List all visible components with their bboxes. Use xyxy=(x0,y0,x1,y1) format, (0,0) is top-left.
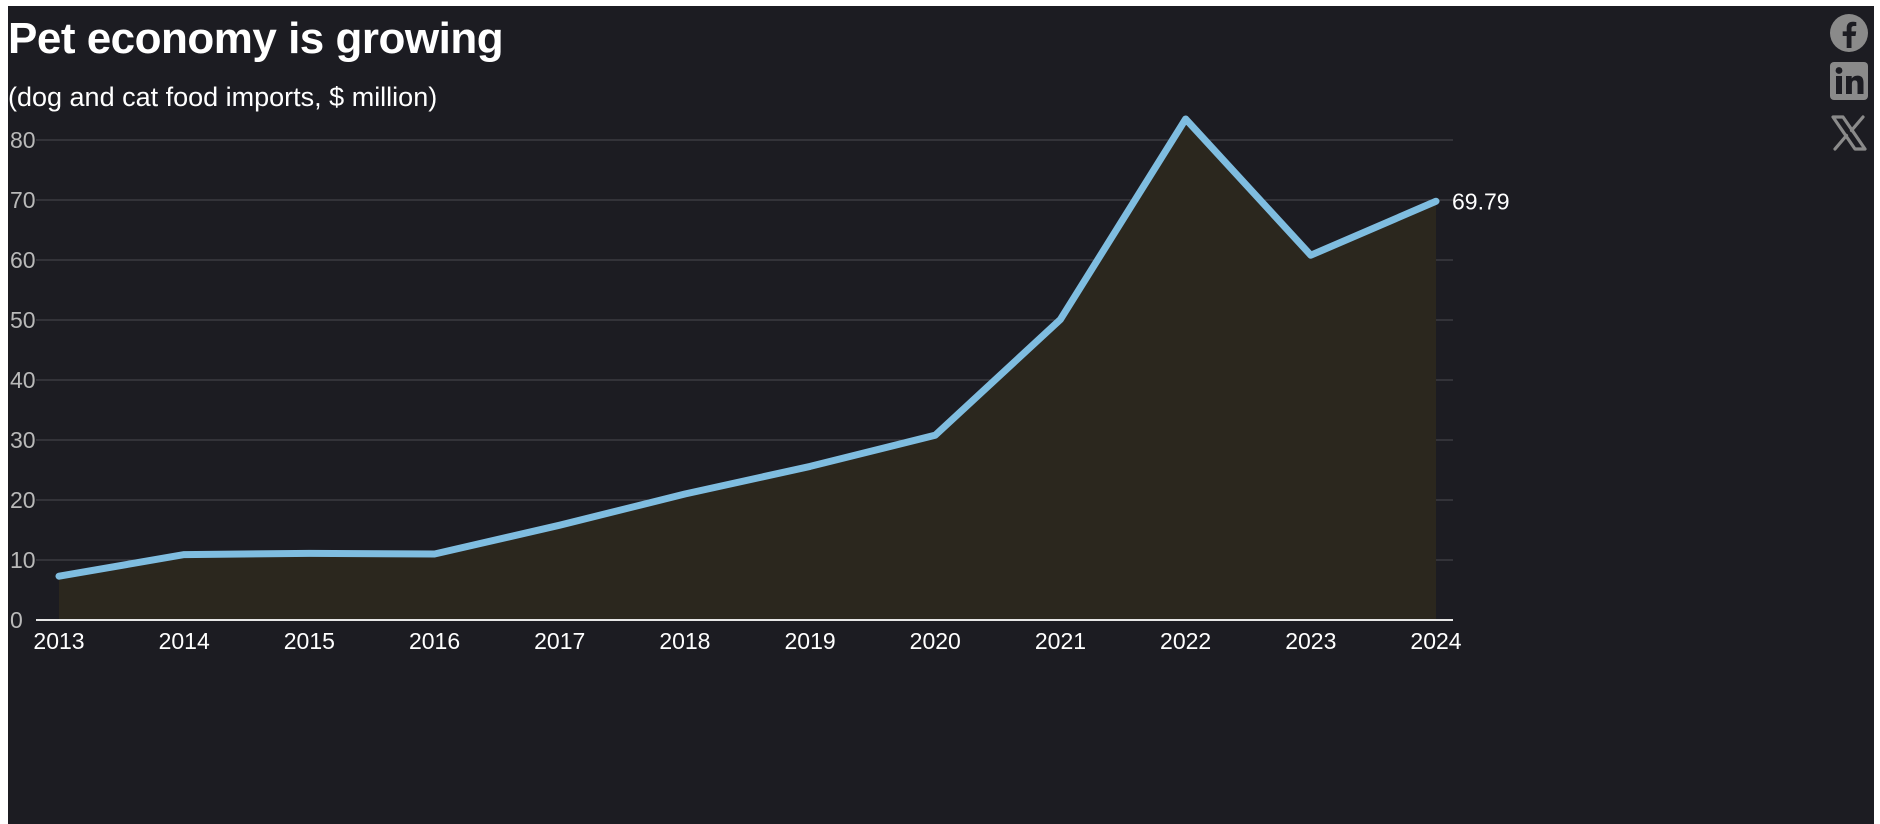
data-labels: 69.79 xyxy=(1452,188,1510,214)
y-tick-label: 40 xyxy=(10,367,36,393)
y-tick-label: 30 xyxy=(10,427,36,453)
linkedin-icon[interactable] xyxy=(1828,60,1870,102)
chart-container: Pet economy is growing (dog and cat food… xyxy=(8,6,1874,824)
y-tick-label: 20 xyxy=(10,487,36,513)
x-tick-label: 2021 xyxy=(1035,628,1086,654)
x-tick-label: 2023 xyxy=(1285,628,1336,654)
facebook-icon[interactable] xyxy=(1828,12,1870,54)
x-tick-label: 2016 xyxy=(409,628,460,654)
x-icon[interactable] xyxy=(1828,112,1870,154)
x-tick-label: 2022 xyxy=(1160,628,1211,654)
chart-title: Pet economy is growing xyxy=(8,14,504,63)
data-label: 69.79 xyxy=(1452,188,1510,214)
y-tick-label: 70 xyxy=(10,187,36,213)
x-tick-label: 2024 xyxy=(1410,628,1461,654)
x-tick-label: 2017 xyxy=(534,628,585,654)
y-tick-label: 10 xyxy=(10,547,36,573)
y-tick-label: 50 xyxy=(10,307,36,333)
x-tick-label: 2018 xyxy=(659,628,710,654)
x-axis-ticks: 2013 2014 2015 2016 2017 2018 2019 2020 2021 2022… xyxy=(33,628,1461,654)
area-fill xyxy=(59,119,1436,620)
y-tick-label: 60 xyxy=(10,247,36,273)
x-tick-label: 2014 xyxy=(159,628,210,654)
x-tick-label: 2020 xyxy=(910,628,961,654)
chart-subtitle: (dog and cat food imports, $ million) xyxy=(8,82,438,112)
y-tick-label: 0 xyxy=(10,607,23,633)
x-tick-label: 2015 xyxy=(284,628,335,654)
x-tick-label: 2019 xyxy=(785,628,836,654)
x-tick-label: 2013 xyxy=(33,628,84,654)
y-tick-label: 80 xyxy=(10,127,36,153)
y-axis-ticks: 0 10 20 30 40 50 60 70 80 xyxy=(10,127,36,633)
series-line xyxy=(55,115,1440,580)
